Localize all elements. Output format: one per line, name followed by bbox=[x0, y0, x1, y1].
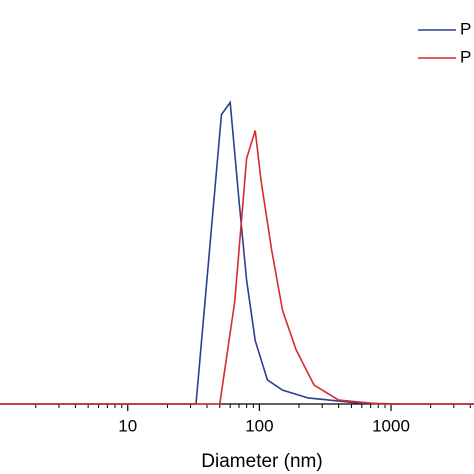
series-line bbox=[0, 100, 474, 405]
x-tick-label: 10 bbox=[118, 416, 137, 435]
x-tick-label: 100 bbox=[245, 416, 273, 435]
legend-label: P bbox=[460, 47, 471, 66]
legend-label: P bbox=[460, 19, 471, 38]
series-line bbox=[0, 130, 474, 405]
x-axis-label: Diameter (nm) bbox=[201, 451, 322, 472]
x-tick-label: 1000 bbox=[372, 416, 410, 435]
